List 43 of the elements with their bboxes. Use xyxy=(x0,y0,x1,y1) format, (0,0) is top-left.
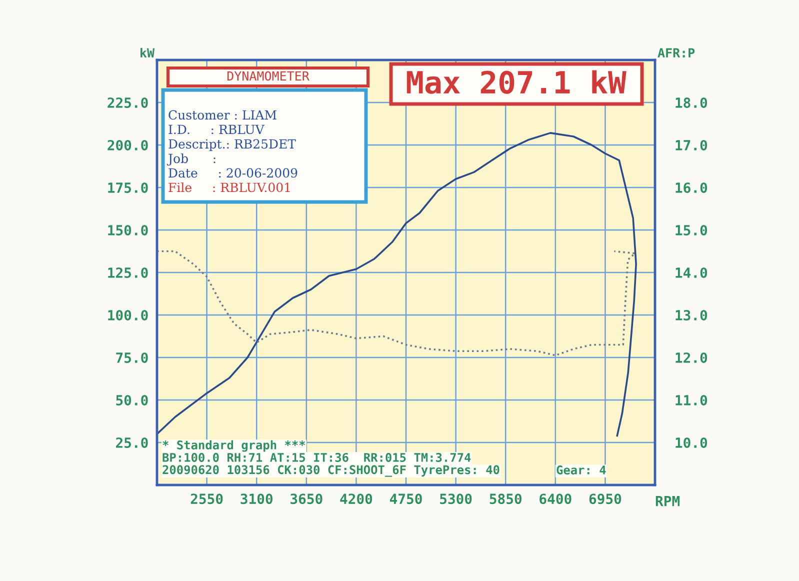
annotation: I.D. : RBLUV xyxy=(168,124,264,134)
y2-tick-label: 11.0 xyxy=(676,394,708,406)
y2-tick-label: 10.0 xyxy=(676,437,708,448)
x-tick-label: 5850 xyxy=(490,494,522,504)
line-series xyxy=(157,250,636,356)
annotation: File : RBLUV.001 xyxy=(168,182,290,192)
annotation: DYNAMOMETER xyxy=(227,71,310,81)
annotation: Gear: 4 xyxy=(556,465,606,474)
x-tick-label: 4200 xyxy=(340,494,372,504)
y2-tick-label: 17.0 xyxy=(676,140,708,150)
y2-tick-label: 18.0 xyxy=(676,97,708,108)
annotation: 20090620 103156 CK:030 CF:SHOOT_6F TyrePres: 40 xyxy=(162,465,500,477)
y2-tick-label: 13.0 xyxy=(676,310,708,320)
y2-tick-label: 16.0 xyxy=(676,182,708,193)
x-tick-label: 2550 xyxy=(190,494,223,504)
y-tick-label: 175.0 xyxy=(108,182,148,193)
y-tick-label: 225.0 xyxy=(108,97,148,108)
y-tick-label: 150.0 xyxy=(108,224,148,236)
y-axis-title: kW xyxy=(140,48,155,58)
y2-axis-title: AFR:P xyxy=(658,48,695,58)
y-tick-label: 75.0 xyxy=(116,352,148,363)
y2-tick-label: 12.0 xyxy=(676,352,708,363)
annotation: Customer : LIAM xyxy=(168,110,276,120)
x-tick-label: 6400 xyxy=(540,494,572,504)
annotation: * Standard graph *** xyxy=(162,440,306,452)
y-tick-label: 200.0 xyxy=(108,140,148,150)
annotation: Max 207.1 kW xyxy=(406,70,626,94)
x-axis-title: RPM xyxy=(656,496,680,506)
y-tick-label: 100.0 xyxy=(108,310,148,320)
x-tick-label: 6950 xyxy=(589,494,622,504)
y-tick-label: 25.0 xyxy=(116,437,148,448)
annotation: Descript.: RB25DET xyxy=(168,139,296,152)
annotation: Date : 20-06-2009 xyxy=(168,168,298,178)
y2-tick-label: 15.0 xyxy=(676,224,708,236)
x-tick-label: 3650 xyxy=(290,494,322,504)
annotation: BP:100.0 RH:71 AT:15 IT:36 RR:015 TM:3.774 xyxy=(162,452,471,462)
annotation: Job : xyxy=(166,153,216,166)
y-tick-label: 125.0 xyxy=(108,267,148,278)
y-tick-label: 50.0 xyxy=(116,394,148,406)
x-tick-label: 3100 xyxy=(240,494,272,504)
y2-tick-label: 14.0 xyxy=(676,267,708,278)
x-tick-label: 5300 xyxy=(440,494,472,504)
x-tick-label: 4750 xyxy=(390,494,422,504)
